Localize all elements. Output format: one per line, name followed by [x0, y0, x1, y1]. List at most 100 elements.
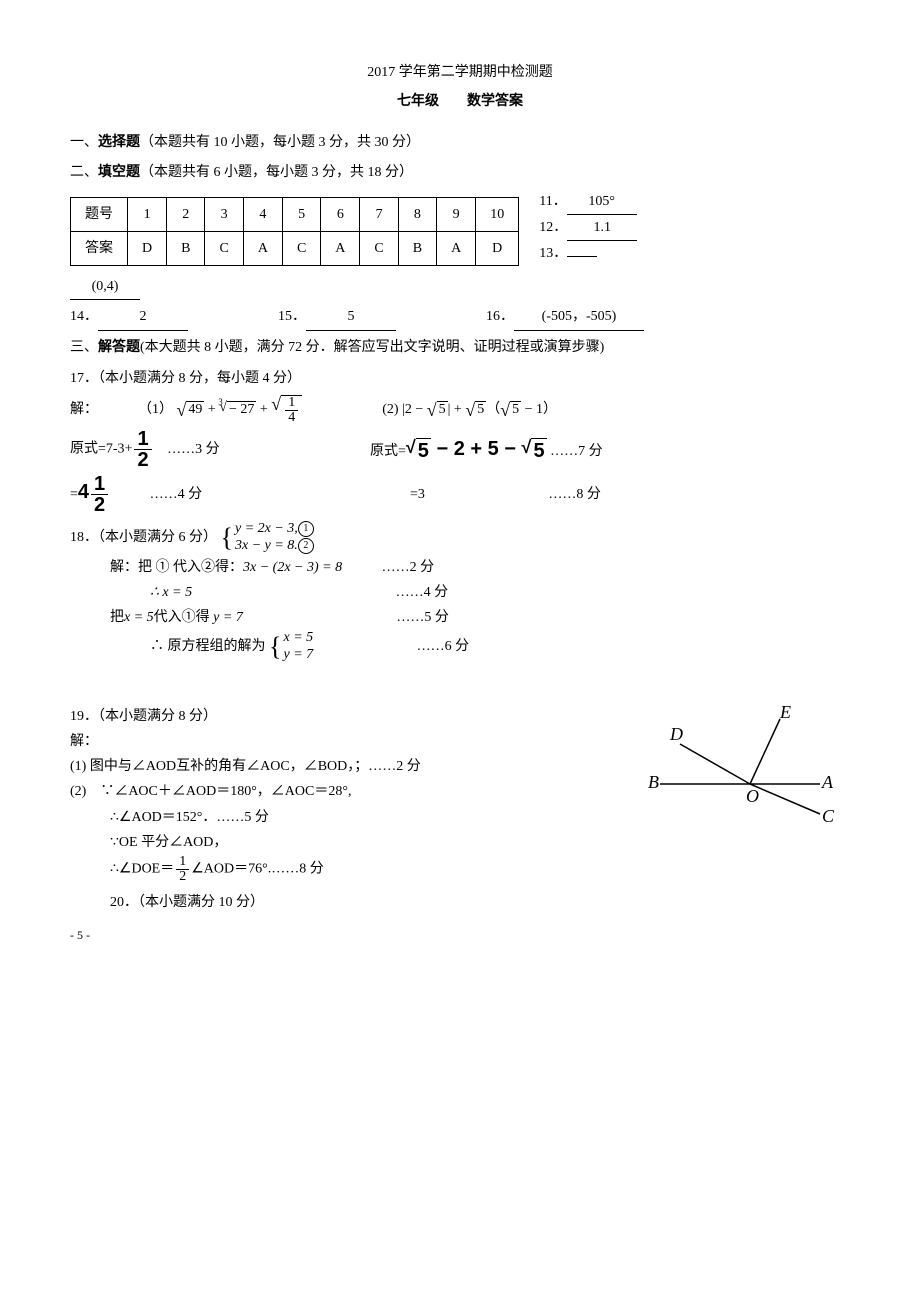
q16: 16．(-505，-505): [486, 304, 644, 330]
q17-header: 17．（本小题满分 8 分，每小题 4 分）: [70, 366, 850, 391]
sqrt-icon: √5: [465, 401, 486, 419]
score: ……3 分: [167, 442, 220, 457]
q18-header-line: 18．（本小题满分 6 分） { y = 2x − 3,1 3x − y = 8…: [70, 521, 850, 555]
answer-cell: B: [167, 231, 205, 265]
q12: 12．1.1: [539, 215, 637, 241]
sqrt-icon: √49: [177, 401, 205, 419]
q17-line1-right: 原式=√5 − 2 + 5 − √5 ……7 分: [370, 431, 603, 467]
q11-label: 11．: [539, 194, 566, 209]
col-num: 10: [476, 197, 519, 231]
expr: 3x − (2x − 3) = 8: [243, 560, 342, 575]
q16-label: 16．: [486, 309, 514, 324]
q15: 15．5: [278, 304, 396, 330]
label-B: B: [648, 772, 659, 792]
answer-cell: B: [398, 231, 436, 265]
label-A: A: [821, 772, 834, 792]
q12-value: 1.1: [567, 215, 637, 241]
q15-label: 15．: [278, 309, 306, 324]
q13: 13．: [539, 241, 637, 266]
q17-part1: （1） √49 + 3√− 27 + √14: [138, 395, 302, 425]
answer-cell: A: [243, 231, 282, 265]
frac-num: 1: [285, 396, 298, 411]
text: ∴ 原方程组的解为: [150, 639, 266, 654]
sqrt-frac-icon: √14: [271, 395, 302, 425]
page-footer: - 5 -: [70, 925, 850, 947]
q11: 11．105°: [539, 189, 637, 215]
q11-value: 105°: [567, 189, 637, 215]
q17-expr-row: 解： （1） √49 + 3√− 27 + √14 (2) |2 − √5| +…: [70, 395, 850, 425]
q17-line1: 原式=7-3+12 ……3 分 原式=√5 − 2 + 5 − √5 ……7 分: [70, 429, 850, 470]
col-num: 6: [321, 197, 360, 231]
table-row: 题号 1 2 3 4 5 6 7 8 9 10: [71, 197, 519, 231]
frac-num: 1: [176, 855, 189, 870]
q14: 14．2: [70, 304, 188, 330]
table-row: 答案 D B C A C A C B A D: [71, 231, 519, 265]
answer-cell: C: [205, 231, 243, 265]
q18-l2: ∴ x = 5 ……4 分: [150, 580, 850, 605]
score: ……7 分: [550, 444, 603, 459]
q18-l1: 解：把 ① 代入②得：3x − (2x − 3) = 8 ……2 分: [110, 555, 850, 580]
q12-label: 12．: [539, 220, 567, 235]
q17-p1-label: （1）: [138, 402, 173, 417]
q20-header: 20．（本小题满分 10 分）: [110, 890, 850, 915]
q18-l4: ∴ 原方程组的解为 { x = 5 y = 7 ……6 分: [150, 630, 850, 664]
q14-value: 2: [98, 304, 188, 330]
score: ……4 分: [150, 487, 203, 502]
score: ……5 分: [396, 610, 449, 625]
expr: y = 7: [213, 610, 243, 625]
cbrt-arg: − 27: [227, 401, 256, 419]
section-3-heading: 三、解答题(本大题共 8 小题，满分 72 分．解答应写出文字说明、证明过程或演…: [70, 335, 850, 360]
answer-cell: A: [321, 231, 360, 265]
answer-cell: A: [437, 231, 476, 265]
sqrt-icon: √5: [500, 401, 521, 419]
brace-solution: { x = 5 y = 7: [269, 630, 313, 664]
q19: A B C D E O 19．（本小题满分 8 分） 解： (1) 图中与∠AO…: [70, 704, 850, 884]
frac-den: 2: [134, 450, 151, 470]
text: 解：把: [110, 560, 156, 575]
frac-num: 1: [91, 474, 108, 495]
q17-p2-c: （: [486, 402, 500, 417]
q15-value: 5: [306, 304, 396, 330]
text: 代入①得: [154, 610, 214, 625]
text: ∠AOD＝76°.……8 分: [191, 862, 323, 877]
frac-den: 2: [91, 495, 108, 515]
eq2: 3x − y = 8.: [235, 538, 298, 553]
exam-title: 2017 学年第二学期期中检测题: [70, 60, 850, 85]
fill-right-block: 11．105° 12．1.1 13．: [539, 189, 637, 267]
sqrt-icon: √5: [427, 401, 448, 419]
circled-1-icon: 1: [298, 521, 314, 537]
label-O: O: [746, 786, 759, 806]
answer-table: 题号 1 2 3 4 5 6 7 8 9 10 答案 D B C A C A C…: [70, 197, 519, 266]
col-num: 1: [128, 197, 167, 231]
label-D: D: [669, 724, 683, 744]
section-1-heading: 一、选择题（本题共有 10 小题，每小题 3 分，共 30 分）: [70, 130, 850, 155]
brace-icon: {: [221, 526, 233, 549]
q17-p2-b: | +: [448, 402, 466, 417]
eq1: y = 2x − 3,: [235, 521, 298, 536]
q14-label: 14．: [70, 309, 98, 324]
sqrt-arg: 5: [510, 401, 521, 419]
q18-l3: 把x = 5代入①得 y = 7 ……5 分: [110, 605, 850, 630]
section-2-heading: 二、填空题（本题共有 6 小题，每小题 3 分，共 18 分）: [70, 160, 850, 185]
q17-line2: =412 ……4 分 =3 ……8 分: [70, 474, 850, 515]
score: ……8 分: [548, 487, 601, 502]
sqrt-arg: 5: [475, 401, 486, 419]
section-1-rest: （本题共有 10 小题，每小题 3 分，共 30 分）: [140, 135, 420, 150]
frac-den: 4: [285, 411, 298, 425]
text: 代入②得：: [170, 560, 244, 575]
text: 原式=7-3+: [70, 442, 132, 457]
q18-header: 18．（本小题满分 6 分）: [70, 530, 217, 545]
score: ……2 分: [382, 560, 435, 575]
cbrt-icon: 3√− 27: [219, 401, 256, 419]
q17-part2: (2) |2 − √5| + √5（√5 − 1）: [382, 397, 557, 422]
circled-ref: ①: [156, 560, 170, 575]
frac: 12: [91, 474, 108, 515]
q18: 18．（本小题满分 6 分） { y = 2x − 3,1 3x − y = 8…: [70, 521, 850, 664]
expr: √5 − 2 + 5 − √5: [406, 438, 547, 460]
grade-subject: 七年级 数学答案: [70, 89, 850, 114]
label-E: E: [779, 704, 791, 722]
expr: x = 5: [124, 610, 154, 625]
section-3-prefix: 三、: [70, 340, 98, 355]
q13-blank: [567, 256, 597, 257]
q16-value: (-505，-505): [514, 304, 644, 330]
